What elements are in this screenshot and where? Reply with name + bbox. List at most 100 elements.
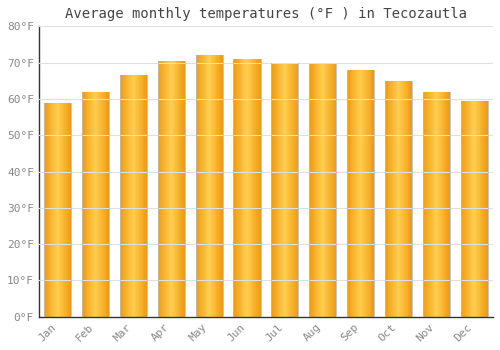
Bar bbox=[404, 81, 405, 317]
Bar bbox=[288, 63, 290, 317]
Bar bbox=[258, 59, 259, 317]
Bar bbox=[184, 61, 185, 317]
Bar bbox=[438, 92, 439, 317]
Bar bbox=[96, 92, 98, 317]
Bar bbox=[411, 81, 412, 317]
Bar bbox=[312, 64, 314, 317]
Bar bbox=[56, 103, 57, 317]
Bar bbox=[448, 92, 449, 317]
Bar bbox=[291, 63, 292, 317]
Bar bbox=[477, 101, 478, 317]
Bar bbox=[347, 70, 348, 317]
Bar bbox=[98, 92, 99, 317]
Bar bbox=[57, 103, 58, 317]
Bar bbox=[208, 55, 209, 317]
Bar bbox=[178, 61, 180, 317]
Bar bbox=[221, 55, 222, 317]
Bar bbox=[108, 92, 109, 317]
Bar bbox=[46, 103, 47, 317]
Bar bbox=[182, 61, 183, 317]
Bar bbox=[285, 63, 286, 317]
Bar bbox=[319, 64, 320, 317]
Bar bbox=[130, 75, 132, 317]
Bar bbox=[199, 55, 200, 317]
Bar bbox=[410, 81, 411, 317]
Bar bbox=[244, 59, 245, 317]
Bar bbox=[162, 61, 163, 317]
Bar bbox=[322, 64, 324, 317]
Bar bbox=[254, 59, 255, 317]
Bar bbox=[437, 92, 438, 317]
Bar bbox=[196, 55, 198, 317]
Bar bbox=[257, 59, 258, 317]
Bar bbox=[316, 64, 318, 317]
Bar bbox=[137, 75, 138, 317]
Bar bbox=[385, 81, 386, 317]
Bar bbox=[101, 92, 102, 317]
Bar bbox=[45, 103, 46, 317]
Bar bbox=[93, 92, 94, 317]
Bar bbox=[90, 92, 91, 317]
Bar bbox=[245, 59, 246, 317]
Bar bbox=[356, 70, 357, 317]
Bar bbox=[219, 55, 220, 317]
Bar bbox=[220, 55, 221, 317]
Bar bbox=[293, 63, 294, 317]
Bar bbox=[234, 59, 235, 317]
Bar bbox=[446, 92, 447, 317]
Bar bbox=[213, 55, 214, 317]
Bar bbox=[83, 92, 84, 317]
Bar bbox=[398, 81, 400, 317]
Bar bbox=[391, 81, 392, 317]
Bar bbox=[273, 63, 274, 317]
Bar bbox=[176, 61, 178, 317]
Bar bbox=[447, 92, 448, 317]
Bar bbox=[427, 92, 428, 317]
Bar bbox=[271, 63, 272, 317]
Bar bbox=[92, 92, 93, 317]
Bar bbox=[296, 63, 298, 317]
Bar bbox=[201, 55, 202, 317]
Bar bbox=[48, 103, 50, 317]
Bar bbox=[240, 59, 242, 317]
Bar bbox=[82, 92, 83, 317]
Bar bbox=[329, 64, 330, 317]
Bar bbox=[350, 70, 352, 317]
Bar bbox=[292, 63, 293, 317]
Bar bbox=[91, 92, 92, 317]
Bar bbox=[475, 101, 476, 317]
Bar bbox=[314, 64, 316, 317]
Bar bbox=[405, 81, 406, 317]
Bar bbox=[402, 81, 403, 317]
Bar bbox=[278, 63, 280, 317]
Bar bbox=[64, 103, 65, 317]
Bar bbox=[50, 103, 51, 317]
Bar bbox=[281, 63, 282, 317]
Bar bbox=[440, 92, 441, 317]
Bar bbox=[255, 59, 256, 317]
Bar bbox=[168, 61, 170, 317]
Bar bbox=[68, 103, 70, 317]
Bar bbox=[52, 103, 53, 317]
Bar bbox=[355, 70, 356, 317]
Bar bbox=[483, 101, 484, 317]
Bar bbox=[295, 63, 296, 317]
Bar bbox=[358, 70, 360, 317]
Bar bbox=[170, 61, 172, 317]
Bar bbox=[134, 75, 136, 317]
Bar bbox=[321, 64, 322, 317]
Bar bbox=[58, 103, 59, 317]
Bar bbox=[472, 101, 473, 317]
Bar bbox=[55, 103, 56, 317]
Bar bbox=[465, 101, 466, 317]
Bar bbox=[218, 55, 219, 317]
Bar bbox=[436, 92, 437, 317]
Bar bbox=[482, 101, 483, 317]
Bar bbox=[142, 75, 144, 317]
Bar bbox=[235, 59, 236, 317]
Bar bbox=[106, 92, 108, 317]
Bar bbox=[320, 64, 321, 317]
Bar bbox=[84, 92, 86, 317]
Bar bbox=[163, 61, 164, 317]
Bar bbox=[44, 103, 45, 317]
